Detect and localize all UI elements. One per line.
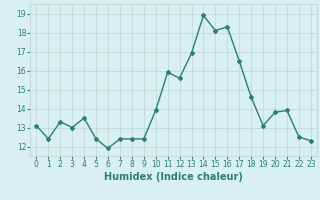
X-axis label: Humidex (Indice chaleur): Humidex (Indice chaleur) <box>104 172 243 182</box>
